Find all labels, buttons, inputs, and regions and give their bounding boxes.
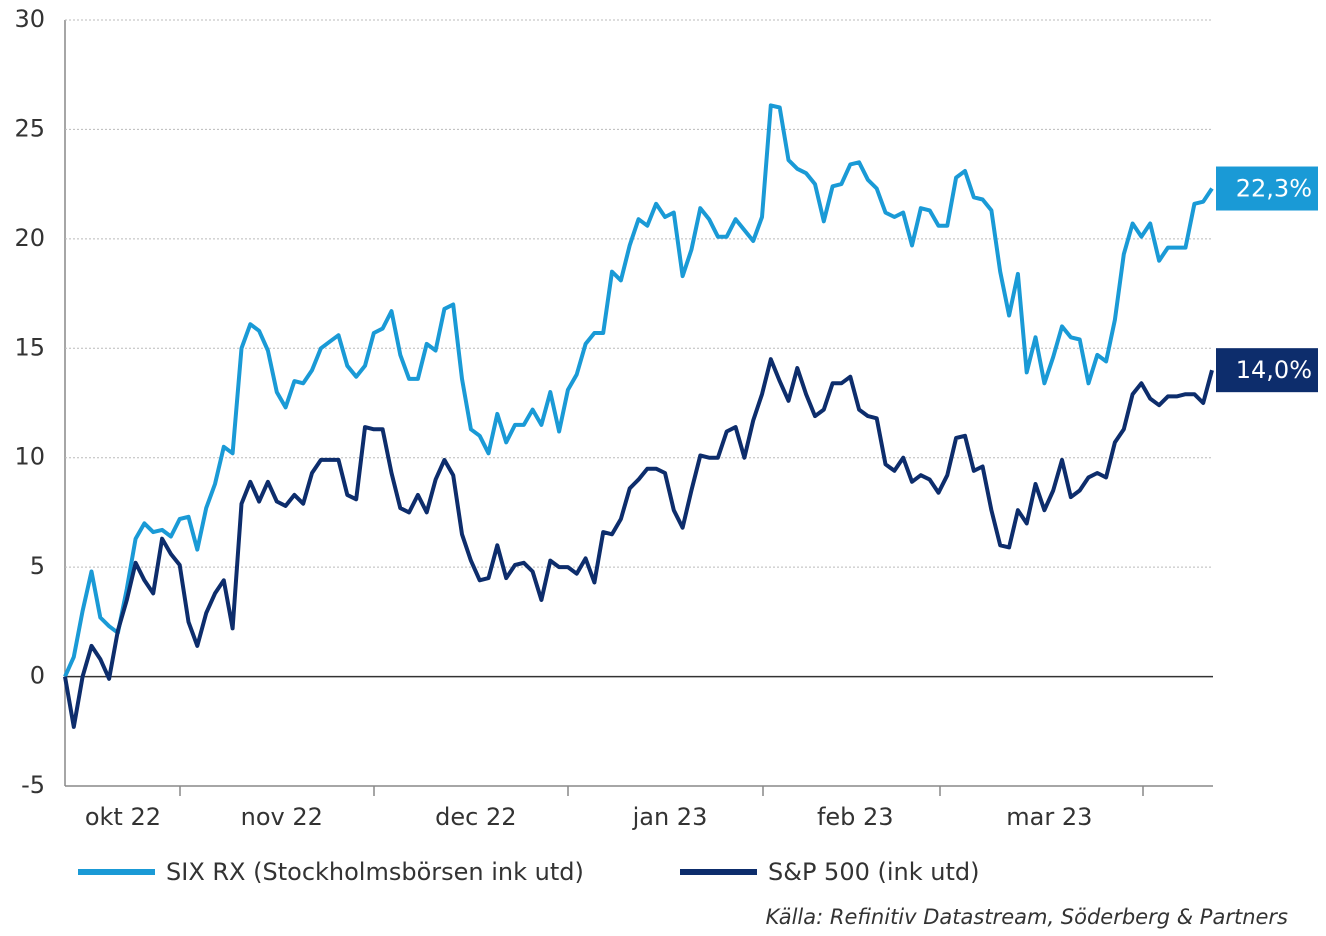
- x-tick-label: okt 22: [85, 803, 161, 831]
- x-tick-label: feb 23: [817, 803, 894, 831]
- value-label: 22,3%: [1236, 175, 1312, 203]
- y-tick-label: -5: [21, 771, 45, 799]
- x-tick-label: mar 23: [1006, 803, 1092, 831]
- value-label: 14,0%: [1236, 356, 1312, 384]
- x-tick-label: jan 23: [632, 803, 708, 831]
- y-tick-label: 25: [14, 114, 45, 142]
- legend-label: SIX RX (Stockholmsbörsen ink utd): [166, 858, 584, 886]
- y-tick-label: 0: [30, 662, 45, 690]
- source: Källa: Refinitiv Datastream, Söderberg &…: [766, 905, 1288, 929]
- y-tick-label: 30: [14, 5, 45, 33]
- legend-label: S&P 500 (ink utd): [768, 858, 979, 886]
- line: [63, 103, 1214, 678]
- value-label-box: [1216, 348, 1318, 393]
- x-tick-label: dec 22: [435, 803, 516, 831]
- y-tick-label: 15: [14, 333, 45, 361]
- month-ticks: [179, 786, 1144, 796]
- y-tick-label: 10: [14, 443, 45, 471]
- value-label-box: [1216, 166, 1318, 211]
- y-tick-label: 5: [30, 552, 45, 580]
- line: [63, 357, 1214, 729]
- y-tick-label: 20: [14, 224, 45, 252]
- x-tick-label: nov 22: [241, 803, 323, 831]
